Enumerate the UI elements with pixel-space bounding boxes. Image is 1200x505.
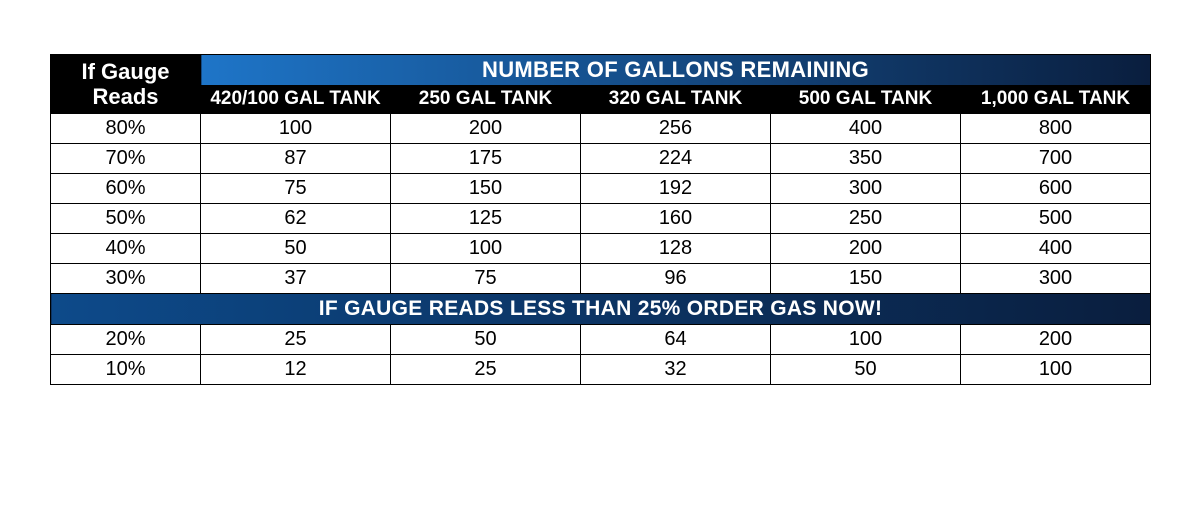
value-cell: 32	[581, 355, 771, 385]
value-cell: 12	[201, 355, 391, 385]
value-cell: 192	[581, 174, 771, 204]
warning-row: IF GAUGE READS LESS THAN 25% ORDER GAS N…	[51, 294, 1151, 325]
value-cell: 37	[201, 264, 391, 294]
value-cell: 100	[391, 234, 581, 264]
value-cell: 800	[961, 114, 1151, 144]
value-cell: 87	[201, 144, 391, 174]
value-cell: 200	[391, 114, 581, 144]
value-cell: 64	[581, 325, 771, 355]
gauge-cell: 20%	[51, 325, 201, 355]
gauge-cell: 60%	[51, 174, 201, 204]
value-cell: 150	[391, 174, 581, 204]
value-cell: 400	[961, 234, 1151, 264]
value-cell: 75	[201, 174, 391, 204]
value-cell: 100	[201, 114, 391, 144]
warning-text: IF GAUGE READS LESS THAN 25% ORDER GAS N…	[51, 294, 1151, 325]
value-cell: 128	[581, 234, 771, 264]
gauge-cell: 40%	[51, 234, 201, 264]
value-cell: 256	[581, 114, 771, 144]
value-cell: 224	[581, 144, 771, 174]
value-cell: 400	[771, 114, 961, 144]
value-cell: 100	[961, 355, 1151, 385]
value-cell: 350	[771, 144, 961, 174]
value-cell: 150	[771, 264, 961, 294]
gauge-cell: 10%	[51, 355, 201, 385]
col-header-500: 500 GAL TANK	[771, 85, 961, 114]
gallons-remaining-title: NUMBER OF GALLONS REMAINING	[201, 55, 1151, 86]
value-cell: 200	[771, 234, 961, 264]
value-cell: 50	[201, 234, 391, 264]
gauge-header: If Gauge Reads	[51, 55, 201, 114]
value-cell: 300	[771, 174, 961, 204]
value-cell: 50	[771, 355, 961, 385]
table-row: 60% 75 150 192 300 600	[51, 174, 1151, 204]
value-cell: 25	[201, 325, 391, 355]
gauge-cell: 70%	[51, 144, 201, 174]
value-cell: 75	[391, 264, 581, 294]
gauge-cell: 30%	[51, 264, 201, 294]
gauge-header-line2: Reads	[51, 84, 200, 109]
table-row: 30% 37 75 96 150 300	[51, 264, 1151, 294]
value-cell: 300	[961, 264, 1151, 294]
table-row: 40% 50 100 128 200 400	[51, 234, 1151, 264]
table-row: 50% 62 125 160 250 500	[51, 204, 1151, 234]
value-cell: 96	[581, 264, 771, 294]
col-header-420-100: 420/100 GAL TANK	[201, 85, 391, 114]
table-row: 10% 12 25 32 50 100	[51, 355, 1151, 385]
gauge-cell: 80%	[51, 114, 201, 144]
value-cell: 200	[961, 325, 1151, 355]
value-cell: 250	[771, 204, 961, 234]
gauge-cell: 50%	[51, 204, 201, 234]
table-row: 20% 25 50 64 100 200	[51, 325, 1151, 355]
value-cell: 500	[961, 204, 1151, 234]
col-header-250: 250 GAL TANK	[391, 85, 581, 114]
table-header-row-1: If Gauge Reads NUMBER OF GALLONS REMAINI…	[51, 55, 1151, 86]
value-cell: 160	[581, 204, 771, 234]
table-row: 70% 87 175 224 350 700	[51, 144, 1151, 174]
table-header-row-2: 420/100 GAL TANK 250 GAL TANK 320 GAL TA…	[51, 85, 1151, 114]
gallons-remaining-table: If Gauge Reads NUMBER OF GALLONS REMAINI…	[50, 54, 1151, 385]
gauge-header-line1: If Gauge	[51, 59, 200, 84]
value-cell: 25	[391, 355, 581, 385]
value-cell: 50	[391, 325, 581, 355]
table-row: 80% 100 200 256 400 800	[51, 114, 1151, 144]
col-header-1000: 1,000 GAL TANK	[961, 85, 1151, 114]
value-cell: 175	[391, 144, 581, 174]
col-header-320: 320 GAL TANK	[581, 85, 771, 114]
value-cell: 100	[771, 325, 961, 355]
value-cell: 700	[961, 144, 1151, 174]
value-cell: 62	[201, 204, 391, 234]
value-cell: 600	[961, 174, 1151, 204]
value-cell: 125	[391, 204, 581, 234]
